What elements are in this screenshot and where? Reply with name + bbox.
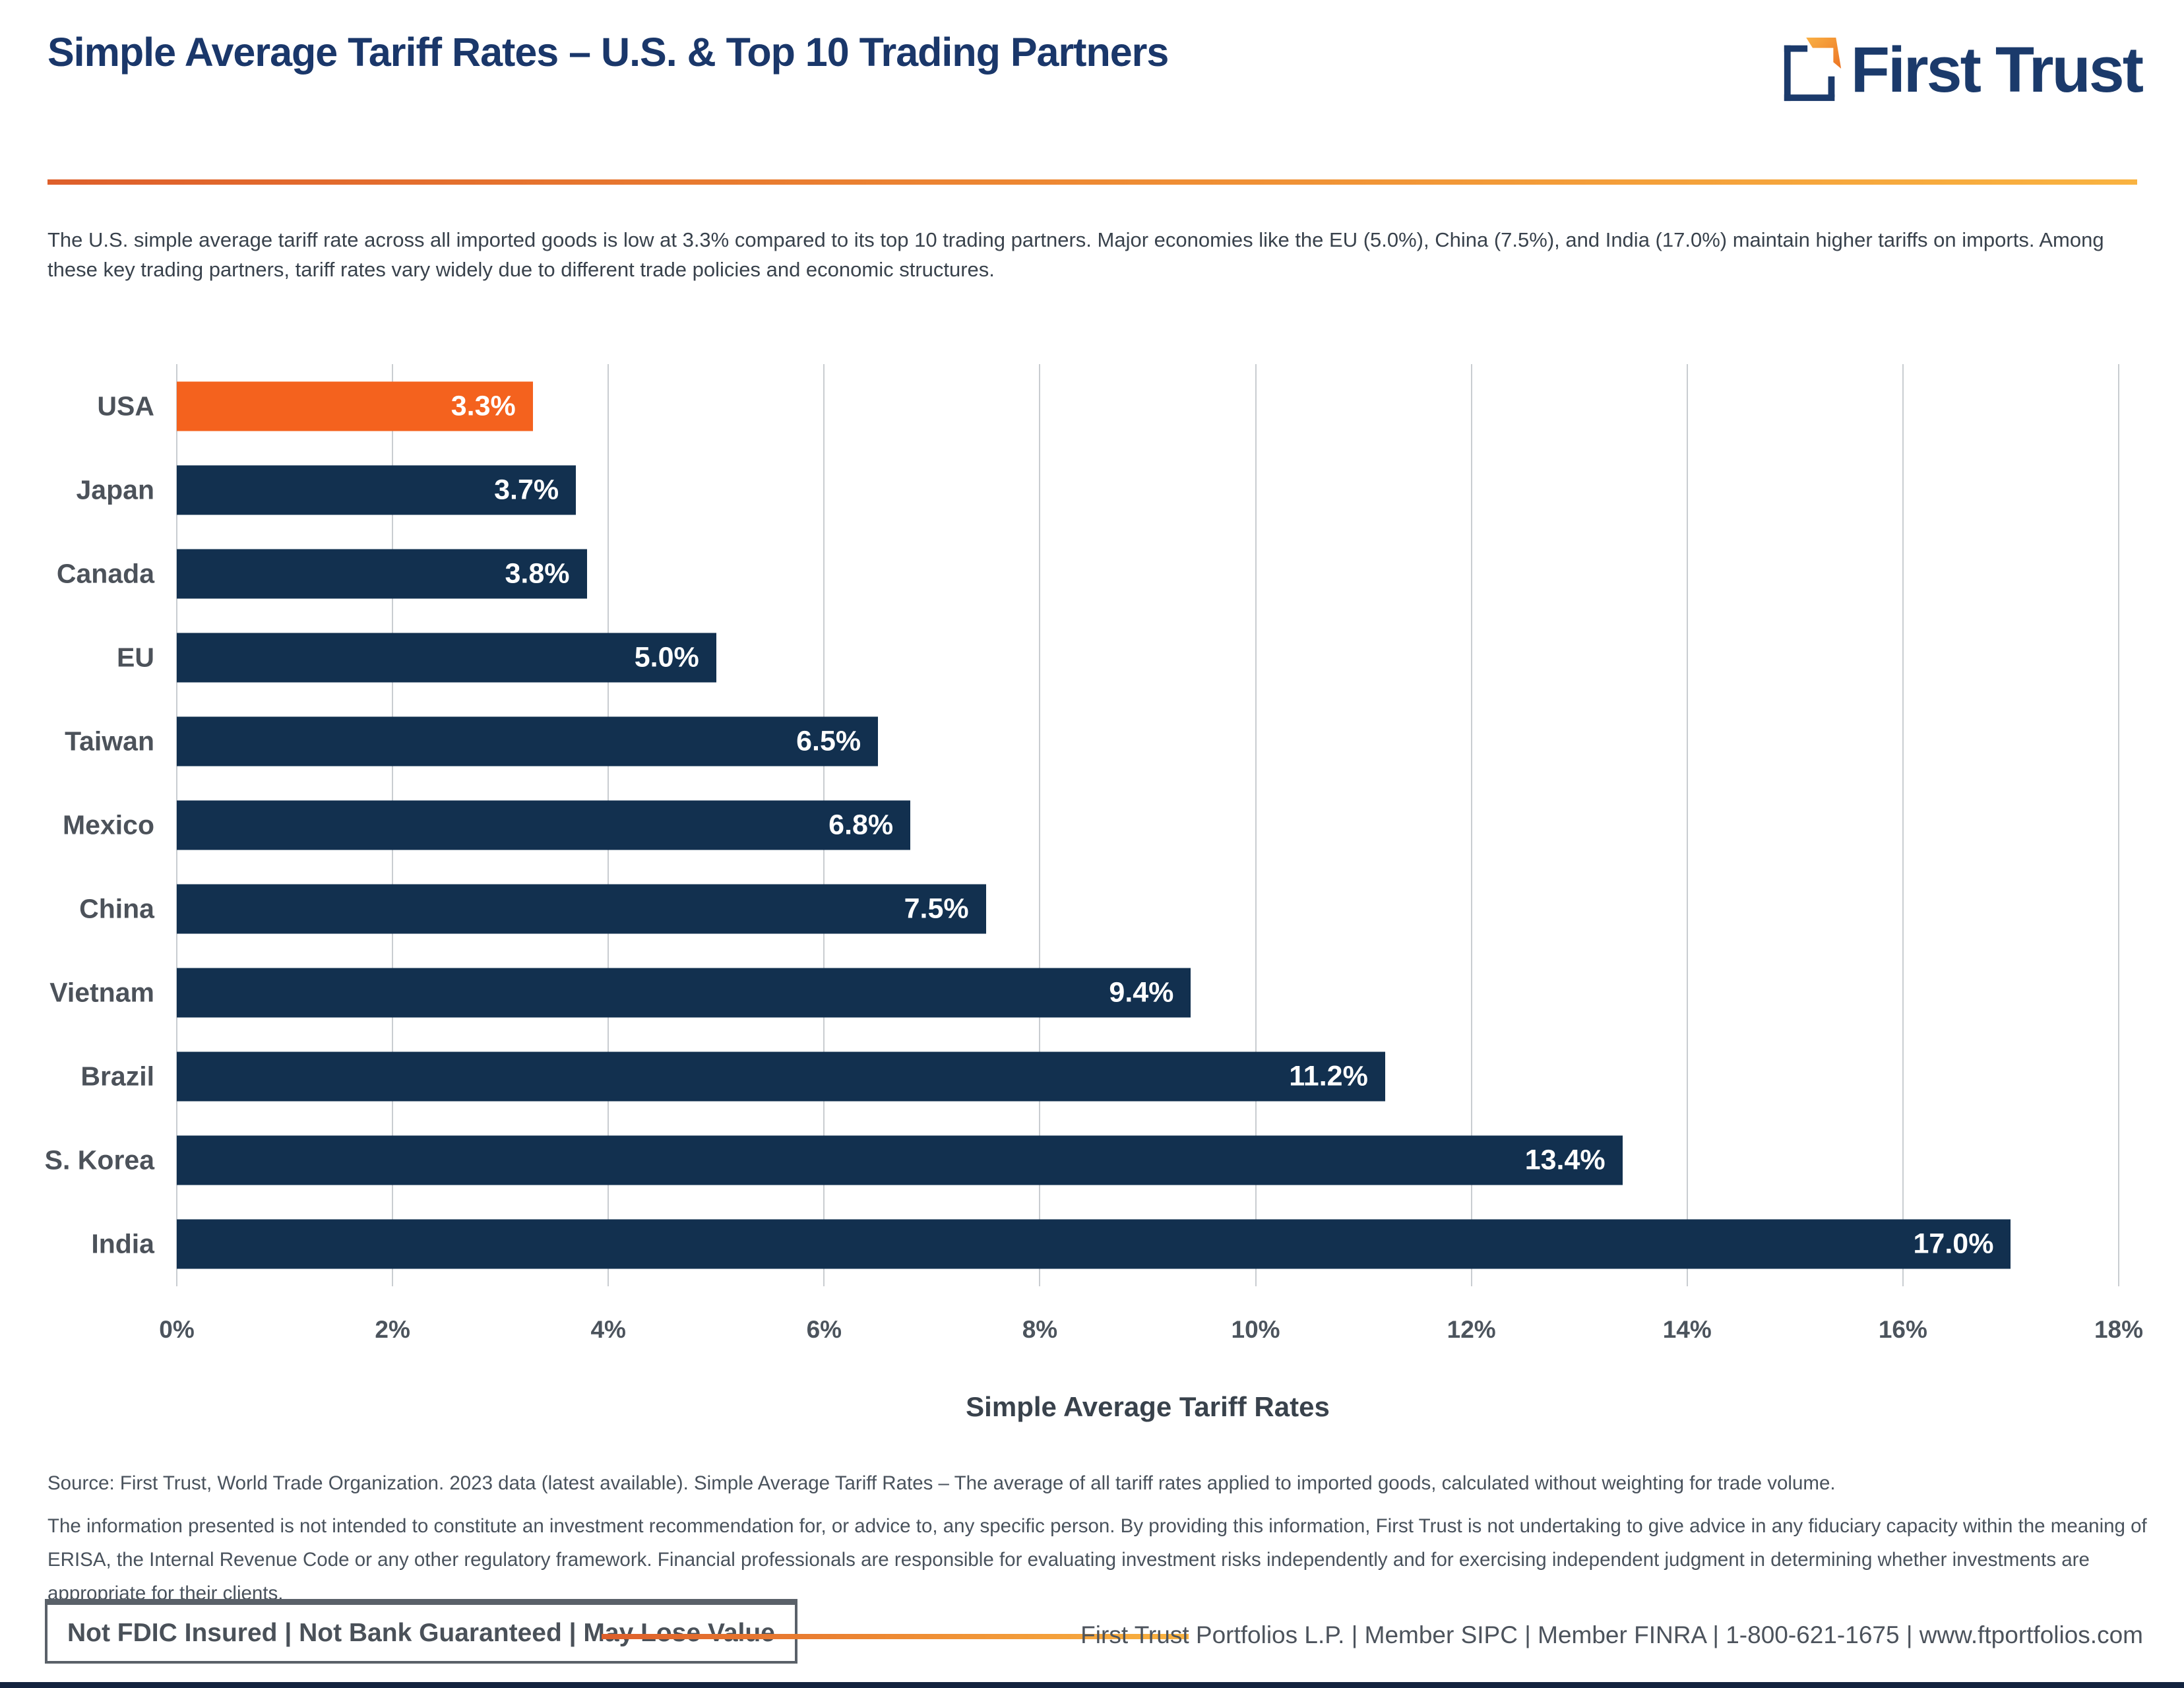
intro-paragraph: The U.S. simple average tariff rate acro…	[47, 228, 2104, 281]
bar-value-label: 7.5%	[904, 892, 969, 925]
country-label: Vietnam	[49, 977, 154, 1008]
tariff-bar: 6.5%	[177, 716, 879, 766]
gridline	[1255, 364, 1257, 1286]
bar-row: Canada 3.8%	[57, 532, 2119, 615]
country-label: Japan	[76, 474, 155, 505]
x-tick-label: 8%	[1022, 1316, 1058, 1343]
x-tick-label: 18%	[2094, 1316, 2144, 1343]
bar-value-label: 13.4%	[1524, 1144, 1606, 1176]
bar-value-label: 6.8%	[828, 809, 894, 841]
bar-row: India 17.0%	[91, 1203, 2119, 1286]
country-label: Canada	[56, 558, 154, 589]
bar-row: China 7.5%	[79, 867, 2119, 951]
country-label: India	[91, 1228, 154, 1259]
tariff-bar: 13.4%	[177, 1135, 1623, 1185]
bar-row: Taiwan 6.5%	[65, 699, 2119, 783]
country-label: Mexico	[63, 809, 154, 840]
tariff-bar: 6.8%	[177, 800, 911, 850]
tariff-bar: 17.0%	[177, 1219, 2011, 1269]
gridline	[1902, 364, 1904, 1286]
x-tick-label: 6%	[806, 1316, 842, 1343]
disclaimer-text: The information presented is not intende…	[47, 1515, 2147, 1605]
bar-value-label: 3.7%	[494, 474, 559, 506]
bar-row: EU 5.0%	[117, 615, 2119, 699]
first-trust-logo: First Trust	[1781, 33, 2144, 107]
tariff-bar: 3.7%	[177, 465, 577, 515]
tariff-bar: 7.5%	[177, 884, 986, 934]
footer-company-line: First Trust Portfolios L.P. | Member SIP…	[1080, 1621, 2143, 1648]
header-divider-line	[47, 179, 2137, 185]
x-axis-title: Simple Average Tariff Rates	[966, 1391, 1330, 1422]
gridline	[2118, 364, 2119, 1286]
bar-value-label: 6.5%	[796, 725, 861, 757]
bar-row: Mexico 6.8%	[63, 783, 2119, 867]
tariff-bar: 3.8%	[177, 549, 587, 599]
bar-row: USA 3.3%	[97, 364, 2119, 448]
gridline	[1686, 364, 1688, 1286]
country-label: Brazil	[80, 1061, 154, 1092]
bar-row: Brazil 11.2%	[80, 1035, 2119, 1119]
x-tick-label: 14%	[1662, 1316, 1712, 1343]
bar-row: S. Korea 13.4%	[45, 1119, 2119, 1203]
first-trust-square-icon	[1781, 36, 1844, 104]
bar-value-label: 9.4%	[1109, 976, 1174, 1009]
x-tick-label: 16%	[1878, 1316, 1927, 1343]
x-tick-label: 0%	[159, 1316, 195, 1343]
bottom-navy-strip	[0, 1682, 2184, 1688]
country-label: USA	[97, 391, 154, 422]
x-tick-label: 2%	[375, 1316, 410, 1343]
bar-value-label: 11.2%	[1289, 1060, 1368, 1092]
x-tick-label: 12%	[1447, 1316, 1496, 1343]
x-axis-ticks: 0% 2% 4% 6% 8% 10% 12% 14% 16% 18%	[159, 1316, 2143, 1350]
bar-row: Japan 3.7%	[77, 448, 2119, 532]
page-title: Simple Average Tariff Rates – U.S. & Top…	[47, 30, 1169, 75]
tariff-bar: 9.4%	[177, 968, 1191, 1018]
bar-value-label: 5.0%	[634, 641, 699, 673]
source-note: Source: First Trust, World Trade Organiz…	[47, 1472, 1836, 1494]
country-label: China	[79, 893, 154, 924]
bar-value-label: 3.8%	[505, 557, 570, 590]
tariff-bar: 11.2%	[177, 1051, 1385, 1102]
country-label: Taiwan	[65, 726, 154, 757]
fdic-disclaimer-box: Not FDIC Insured | Not Bank Guaranteed |…	[45, 1599, 797, 1664]
gridline	[1470, 364, 1472, 1286]
country-label: EU	[117, 642, 154, 673]
bar-value-label: 17.0%	[1913, 1228, 1994, 1260]
x-tick-label: 10%	[1231, 1316, 1280, 1343]
x-tick-label: 4%	[590, 1316, 626, 1343]
tariff-bar: 5.0%	[177, 633, 716, 683]
tariff-bar: 3.3%	[177, 381, 533, 431]
logo-wordmark: First Trust	[1850, 34, 2144, 106]
bar-rows: USA 3.3% Japan 3.7% Canada 3.8% EU 5.0% Taiwan 6.…	[45, 364, 2119, 1286]
country-label: S. Korea	[44, 1144, 154, 1175]
tariff-bar-chart: USA 3.3% Japan 3.7% Canada 3.8% EU 5.0% Taiwan 6.…	[45, 364, 2143, 1423]
plot-area: USA 3.3% Japan 3.7% Canada 3.8% EU 5.0% Taiwan 6.…	[45, 364, 2119, 1286]
footer-divider-line	[602, 1634, 1189, 1639]
gridline	[1039, 364, 1041, 1286]
bar-row: Vietnam 9.4%	[49, 951, 2119, 1035]
bar-value-label: 3.3%	[451, 390, 516, 422]
